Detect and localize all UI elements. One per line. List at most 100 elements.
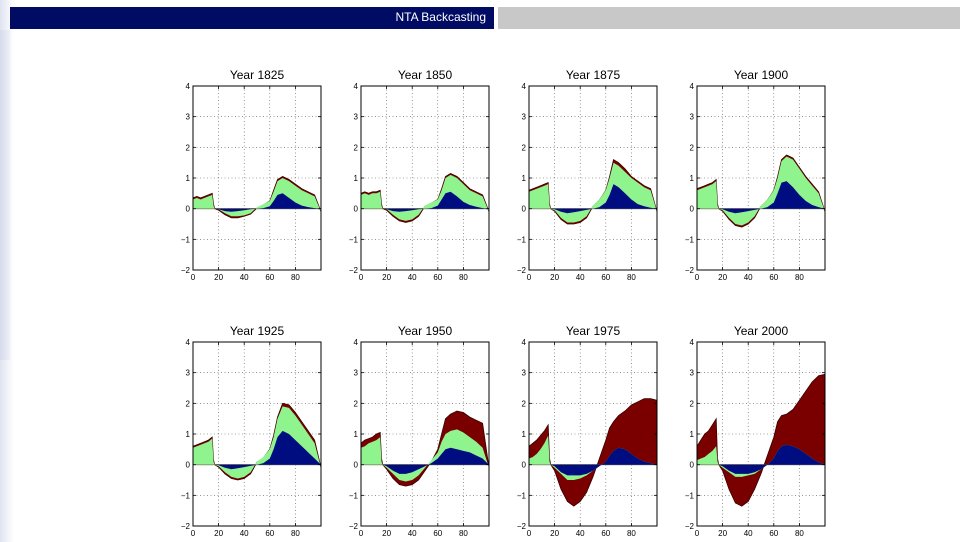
y-tick-label: 1 xyxy=(186,430,191,439)
panel-title: Year 1900 xyxy=(734,68,789,82)
y-tick-label: −2 xyxy=(181,266,191,275)
panel-title: Year 1975 xyxy=(566,324,621,338)
x-tick-label: 40 xyxy=(240,529,249,538)
x-tick-label: 0 xyxy=(527,529,532,538)
x-tick-label: 20 xyxy=(718,529,727,538)
panel-title: Year 1850 xyxy=(398,68,453,82)
x-tick-label: 20 xyxy=(550,529,559,538)
x-tick-label: 0 xyxy=(359,273,364,282)
y-tick-label: 4 xyxy=(354,338,359,347)
y-tick-label: −2 xyxy=(349,266,359,275)
x-tick-label: 0 xyxy=(191,529,196,538)
y-tick-label: 0 xyxy=(354,205,359,214)
x-tick-label: 80 xyxy=(627,273,636,282)
x-tick-label: 60 xyxy=(601,529,610,538)
x-tick-label: 40 xyxy=(744,529,753,538)
y-tick-label: 4 xyxy=(522,338,527,347)
series-blue-area xyxy=(193,193,321,212)
y-tick-label: −1 xyxy=(349,491,359,500)
y-tick-label: 4 xyxy=(354,82,359,91)
y-tick-label: 0 xyxy=(354,461,359,470)
x-tick-label: 60 xyxy=(433,273,442,282)
series-blue-area xyxy=(193,430,321,470)
y-tick-label: −1 xyxy=(349,235,359,244)
series-blue-area xyxy=(697,444,825,474)
y-tick-label: 3 xyxy=(522,369,527,378)
y-tick-label: −2 xyxy=(685,522,695,531)
y-tick-label: 3 xyxy=(354,113,359,122)
series-blue-area xyxy=(697,181,825,214)
y-tick-label: 2 xyxy=(690,399,695,408)
panel-title: Year 1950 xyxy=(398,324,453,338)
x-tick-label: 80 xyxy=(795,273,804,282)
x-tick-label: 80 xyxy=(291,529,300,538)
y-tick-label: −2 xyxy=(517,266,527,275)
x-tick-label: 0 xyxy=(191,273,196,282)
x-tick-label: 20 xyxy=(382,273,391,282)
series-blue-area xyxy=(529,184,657,214)
y-tick-label: 1 xyxy=(186,174,191,183)
y-tick-label: −1 xyxy=(685,491,695,500)
y-tick-label: −2 xyxy=(349,522,359,531)
panel-title: Year 2000 xyxy=(734,324,789,338)
x-tick-label: 0 xyxy=(695,529,700,538)
y-tick-label: −1 xyxy=(181,235,191,244)
y-tick-label: 0 xyxy=(186,205,191,214)
x-tick-label: 60 xyxy=(601,273,610,282)
x-tick-label: 80 xyxy=(459,273,468,282)
y-tick-label: 4 xyxy=(690,338,695,347)
page-title: NTA Backcasting xyxy=(395,10,486,24)
y-tick-label: 2 xyxy=(186,399,191,408)
x-tick-label: 80 xyxy=(459,529,468,538)
x-tick-label: 0 xyxy=(359,529,364,538)
y-tick-label: −1 xyxy=(685,235,695,244)
x-tick-label: 80 xyxy=(291,273,300,282)
y-tick-label: 3 xyxy=(186,369,191,378)
y-tick-label: 3 xyxy=(690,113,695,122)
header-progress-bar xyxy=(498,7,960,29)
panel-title: Year 1925 xyxy=(230,324,285,338)
y-tick-label: 0 xyxy=(186,461,191,470)
header-band: NTA Backcasting xyxy=(10,7,960,29)
y-tick-label: 1 xyxy=(354,430,359,439)
y-tick-label: 1 xyxy=(690,174,695,183)
x-tick-label: 20 xyxy=(382,529,391,538)
x-tick-label: 60 xyxy=(433,529,442,538)
series-red-area xyxy=(696,373,826,507)
x-tick-label: 0 xyxy=(695,273,700,282)
y-tick-label: 2 xyxy=(522,143,527,152)
y-tick-label: −1 xyxy=(181,491,191,500)
x-tick-label: 60 xyxy=(769,273,778,282)
x-tick-label: 20 xyxy=(718,273,727,282)
x-tick-label: 40 xyxy=(408,273,417,282)
x-tick-label: 0 xyxy=(527,273,532,282)
y-tick-label: 1 xyxy=(522,430,527,439)
x-tick-label: 80 xyxy=(795,529,804,538)
y-tick-label: 2 xyxy=(354,399,359,408)
y-tick-label: 3 xyxy=(690,369,695,378)
header-title-bar: NTA Backcasting xyxy=(10,7,494,29)
y-tick-label: 4 xyxy=(186,338,191,347)
y-tick-label: 2 xyxy=(522,399,527,408)
side-shade xyxy=(0,30,10,360)
x-tick-label: 60 xyxy=(265,273,274,282)
y-tick-label: −1 xyxy=(517,491,527,500)
y-tick-label: 1 xyxy=(522,174,527,183)
y-tick-label: −1 xyxy=(517,235,527,244)
y-tick-label: 0 xyxy=(690,461,695,470)
y-tick-label: −2 xyxy=(685,266,695,275)
x-tick-label: 40 xyxy=(744,273,753,282)
x-tick-label: 40 xyxy=(408,529,417,538)
y-tick-label: 3 xyxy=(186,113,191,122)
x-tick-label: 80 xyxy=(627,529,636,538)
y-tick-label: 4 xyxy=(186,82,191,91)
x-tick-label: 40 xyxy=(240,273,249,282)
y-tick-label: 3 xyxy=(354,369,359,378)
series-blue-area xyxy=(361,191,489,212)
y-tick-label: 2 xyxy=(186,143,191,152)
